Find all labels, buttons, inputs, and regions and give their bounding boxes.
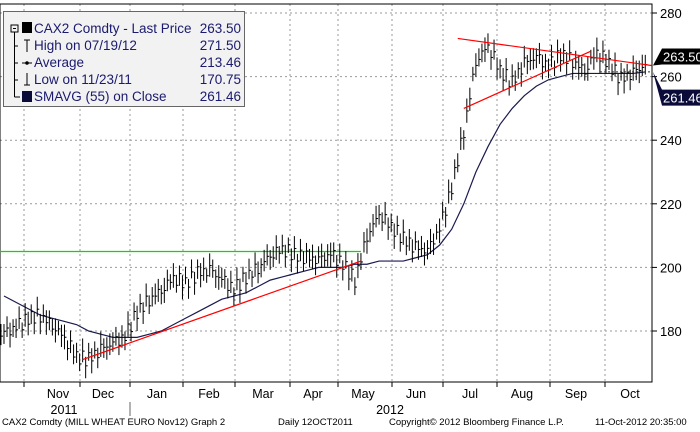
- x-tick-label: Jun: [406, 387, 426, 401]
- legend-last-price: CAX2 Comdty - Last Price 263.50: [34, 20, 241, 37]
- y-tick-label: 220: [660, 197, 682, 212]
- plot-frame: [0, 3, 653, 383]
- legend-value: 271.50: [199, 38, 241, 53]
- sma-line: [3, 71, 646, 338]
- legend-label: Low on 11/23/11: [34, 72, 132, 87]
- x-tick-label: Dec: [92, 387, 114, 401]
- y-tick-label: 180: [660, 324, 682, 339]
- legend-label: Average: [34, 55, 85, 70]
- legend-value: 170.75: [199, 72, 241, 87]
- x-tick-label: Aug: [511, 387, 533, 401]
- x-tick-label: Oct: [620, 387, 640, 401]
- legend-label: CAX2 Comdty - Last Price: [34, 21, 192, 36]
- y-tick-label: 280: [660, 6, 682, 21]
- x-tick-label: Apr: [303, 387, 322, 401]
- legend-high: High on 07/19/12 271.50: [34, 37, 241, 54]
- trendline: [457, 37, 652, 67]
- x-tick-label: Mar: [252, 387, 274, 401]
- legend-value: 213.46: [199, 55, 241, 70]
- sma-price-tag: [653, 71, 700, 106]
- x-tick-label: Sep: [565, 387, 587, 401]
- footer-timestamp: 11-Oct-2012 20:35:00: [595, 417, 687, 428]
- legend-label: SMAVG (55) on Close: [34, 89, 167, 104]
- footer-security: CAX2 Comdty (MILL WHEAT EURO Nov12) Grap…: [2, 417, 226, 428]
- year-label: 2011: [51, 403, 78, 417]
- x-tick-label: Nov: [47, 387, 70, 401]
- sma-price-tag-label: 261.46: [663, 91, 700, 106]
- footer-copyright: Copyright© 2012 Bloomberg Finance L.P.: [389, 417, 564, 428]
- y-tick-label: 200: [660, 260, 682, 275]
- last-price-tag: [653, 48, 700, 66]
- x-tick-label: Feb: [198, 387, 220, 401]
- year-label: 2012: [376, 403, 404, 417]
- footer-period: Daily 12OCT2011: [278, 417, 353, 428]
- legend-label: High on 07/19/12: [34, 38, 137, 53]
- legend-sma: SMAVG (55) on Close 261.46: [34, 88, 241, 105]
- legend-average: Average 213.46: [34, 54, 241, 71]
- legend: CAX2 Comdty - Last Price 263.50 High on 0…: [3, 11, 245, 107]
- legend-low: Low on 11/23/11 170.75: [34, 71, 241, 88]
- legend-value: 263.50: [199, 21, 241, 36]
- trendline: [463, 50, 592, 109]
- y-tick-label: 260: [660, 70, 682, 85]
- last-price-tag-label: 263.50: [663, 49, 700, 64]
- x-tick-label: Jul: [462, 387, 478, 401]
- legend-tree-icons: [10, 22, 32, 102]
- y-tick-label: 240: [660, 133, 682, 148]
- x-tick-label: May: [351, 387, 375, 401]
- trendline: [82, 260, 362, 361]
- x-tick-label: Jan: [147, 387, 167, 401]
- legend-value: 261.46: [199, 89, 241, 104]
